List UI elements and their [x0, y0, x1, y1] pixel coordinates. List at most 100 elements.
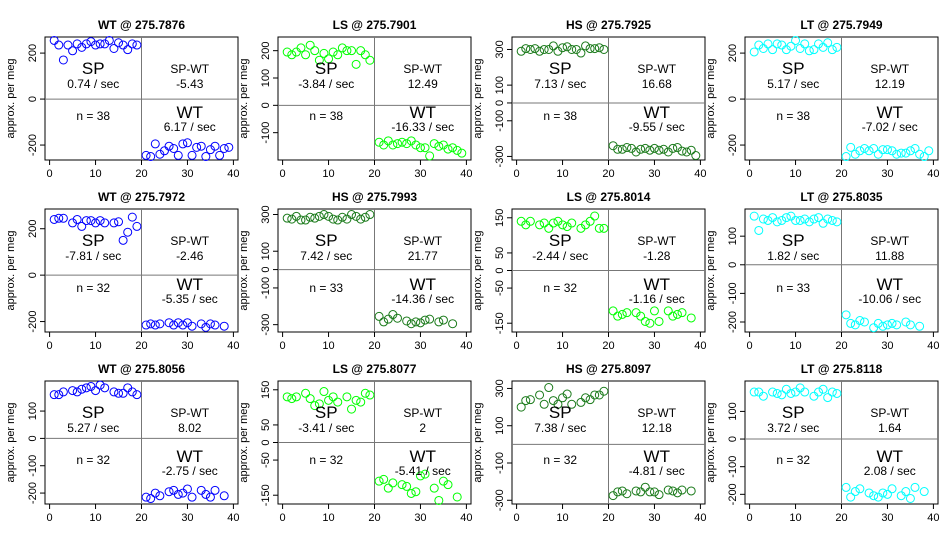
data-point	[781, 384, 791, 394]
data-point	[173, 150, 183, 160]
data-point	[823, 214, 833, 224]
data-point	[406, 319, 416, 329]
panel: LS @ 275.8014 0 10 20 30 40 -150 -50 0 50 150 appro…	[472, 190, 707, 352]
data-point	[333, 50, 343, 60]
y-tick-label: 200	[727, 44, 739, 62]
y-tick-label: -200	[27, 482, 39, 504]
data-point	[319, 210, 329, 220]
data-point	[896, 148, 906, 158]
data-point	[686, 313, 696, 323]
data-point	[114, 388, 124, 398]
data-point	[882, 489, 892, 499]
data-point	[901, 148, 911, 158]
sp-rate: -2.44 / sec	[532, 249, 588, 263]
diff-value: -5.43	[176, 77, 204, 91]
y-tick-label: -200	[727, 311, 739, 333]
panel-title: HS @ 275.7993	[332, 190, 417, 204]
x-tick-label: 10	[556, 340, 568, 352]
data-point	[919, 487, 929, 497]
y-axis-label: approx. per meg	[238, 402, 250, 482]
data-point	[791, 387, 801, 397]
data-point	[296, 43, 306, 53]
data-point	[132, 390, 142, 400]
data-point	[187, 321, 197, 331]
x-tick-label: 20	[135, 168, 147, 180]
y-tick-label: 200	[27, 220, 39, 238]
data-point	[457, 148, 467, 158]
data-point	[356, 397, 366, 407]
data-point	[150, 139, 160, 149]
data-point	[758, 43, 768, 53]
x-tick-label: 30	[648, 340, 660, 352]
y-tick-label: -100	[494, 452, 506, 474]
diff-value: 12.49	[408, 77, 438, 91]
wt-rate: 6.17 / sec	[164, 120, 216, 134]
data-point	[224, 142, 234, 152]
data-point	[397, 480, 407, 490]
panel-title: LT @ 275.8035	[800, 190, 883, 204]
data-point	[81, 383, 91, 393]
data-point	[622, 489, 632, 499]
x-tick-label: 40	[694, 340, 706, 352]
data-point	[310, 401, 320, 411]
data-point	[415, 318, 425, 328]
data-point	[827, 387, 837, 397]
data-point	[590, 390, 600, 400]
sample-count: n = 32	[309, 453, 343, 467]
panel: HS @ 275.8097 0 10 20 30 40 -300 -100 100 300 appr…	[472, 362, 707, 524]
data-point	[850, 320, 860, 330]
data-point	[49, 390, 59, 400]
sp-rate: -3.84 / sec	[298, 77, 354, 91]
y-tick-label: -50	[260, 452, 272, 468]
data-point	[328, 214, 338, 224]
data-point	[878, 488, 888, 498]
data-point	[305, 394, 315, 404]
x-tick-label: 0	[280, 512, 286, 524]
wt-rate: -4.81 / sec	[629, 464, 685, 478]
data-point	[91, 218, 101, 228]
y-tick-label: 200	[260, 41, 272, 59]
wt-label: WT	[410, 447, 436, 466]
sample-count: n = 32	[543, 453, 577, 467]
data-point	[649, 306, 659, 316]
data-point	[406, 488, 416, 498]
y-tick-label: 0	[27, 435, 39, 441]
data-point	[287, 50, 297, 60]
data-point	[379, 474, 389, 484]
data-point	[919, 152, 929, 162]
diff-value: 2	[419, 421, 426, 435]
data-point	[749, 387, 759, 397]
data-point	[164, 318, 174, 328]
data-point	[155, 149, 165, 159]
data-point	[645, 318, 655, 328]
x-tick-label: 10	[789, 512, 801, 524]
data-point	[182, 138, 192, 148]
sp-rate: -3.41 / sec	[298, 421, 354, 435]
data-point	[855, 316, 865, 326]
data-point	[855, 146, 865, 156]
wt-rate: -7.02 / sec	[862, 120, 918, 134]
data-point	[873, 149, 883, 159]
data-point	[590, 211, 600, 221]
x-tick-label: 20	[368, 512, 380, 524]
panel-title: HS @ 275.8097	[566, 362, 651, 376]
data-point	[915, 149, 925, 159]
data-point	[219, 491, 229, 501]
data-point	[347, 210, 357, 220]
diff-label: SP-WT	[870, 62, 909, 76]
y-tick-label: -200	[727, 134, 739, 156]
data-point	[127, 387, 137, 397]
sp-label: SP	[782, 59, 805, 78]
data-point	[539, 44, 549, 54]
wt-rate: -2.75 / sec	[162, 464, 218, 478]
x-tick-label: 0	[280, 168, 286, 180]
data-point	[314, 55, 324, 65]
y-tick-label: 100	[494, 76, 506, 94]
data-point	[118, 388, 128, 398]
data-point	[544, 223, 554, 233]
data-point	[915, 321, 925, 331]
data-point	[434, 495, 444, 505]
data-point	[301, 215, 311, 225]
wt-rate: -16.33 / sec	[391, 120, 454, 134]
